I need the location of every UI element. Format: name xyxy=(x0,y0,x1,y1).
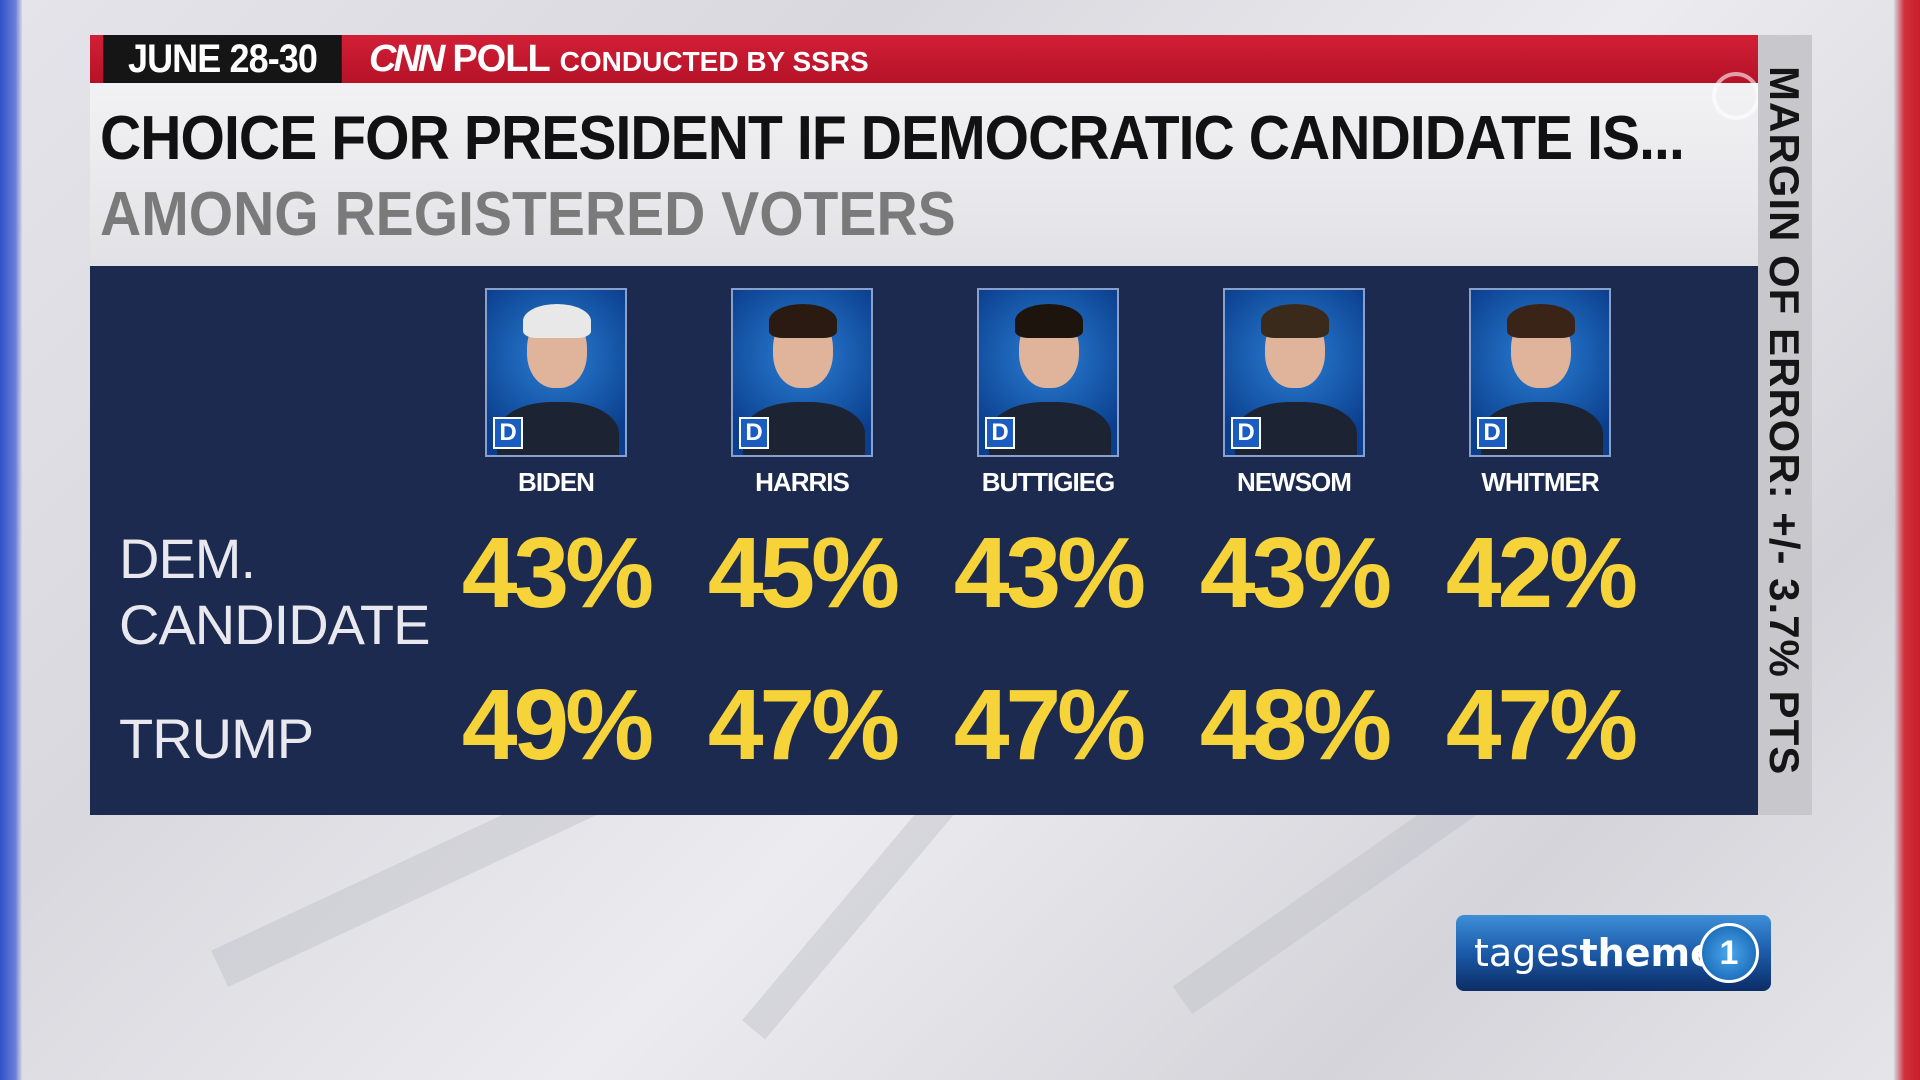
cnn-logo: CNN xyxy=(369,37,445,80)
ard-one-icon: 1 xyxy=(1699,923,1759,983)
margin-strip xyxy=(1758,35,1812,815)
trump-percentage: 49% xyxy=(461,669,654,781)
trump-percentage: 48% xyxy=(1199,669,1392,781)
candidate-name: WHITMER xyxy=(1481,467,1599,497)
poll-label: POLL xyxy=(452,37,550,80)
dem-percentage: 43% xyxy=(461,517,654,629)
candidate-photo: D xyxy=(485,288,627,457)
trump-percentage: 47% xyxy=(953,669,1146,781)
candidate-photo: D xyxy=(1469,288,1611,457)
conducted-by: CONDUCTED BY SSRS xyxy=(559,46,869,77)
candidate-name: BUTTIGIEG xyxy=(981,467,1116,497)
right-border xyxy=(1894,0,1920,1080)
trump-percentage: 47% xyxy=(1445,669,1638,781)
candidate-photo: D xyxy=(1223,288,1365,457)
hair-shape xyxy=(1507,304,1575,338)
trump-percentage: 47% xyxy=(707,669,900,781)
row-label-dem: DEM. CANDIDATE xyxy=(119,527,430,656)
candidate-name: BIDEN xyxy=(518,467,595,497)
hair-shape xyxy=(1015,304,1083,338)
party-badge: D xyxy=(739,417,769,449)
candidate-name: HARRIS xyxy=(755,467,850,497)
margin-of-error: MARGIN OF ERROR: +/- 3.7% PTS xyxy=(1761,66,1808,776)
hair-shape xyxy=(523,304,591,338)
candidate-column: D BUTTIGIEG xyxy=(968,288,1128,498)
dem-percentage: 42% xyxy=(1445,517,1638,629)
title-area: CHOICE FOR PRESIDENT IF DEMOCRATIC CANDI… xyxy=(90,83,1758,266)
channel-watermark-icon xyxy=(1712,72,1760,120)
party-badge: D xyxy=(1231,417,1261,449)
candidate-photo: D xyxy=(731,288,873,457)
page-title: CHOICE FOR PRESIDENT IF DEMOCRATIC CANDI… xyxy=(100,104,1685,173)
row-label-trump: TRUMP xyxy=(119,707,314,770)
party-badge: D xyxy=(1477,417,1507,449)
poll-date: JUNE 28-30 xyxy=(103,35,342,83)
tagesthemen-logo: tagesthemen 1 xyxy=(1456,915,1771,991)
candidate-column: D BIDEN xyxy=(476,288,636,498)
candidate-column: D NEWSOM xyxy=(1214,288,1374,498)
page-subtitle: AMONG REGISTERED VOTERS xyxy=(100,180,956,249)
party-badge: D xyxy=(985,417,1015,449)
background-shard xyxy=(742,790,958,1040)
candidate-column: D HARRIS xyxy=(722,288,882,498)
results-panel: DEM. CANDIDATE TRUMP D BIDEN 43% 49% D HAR… xyxy=(90,266,1758,815)
dem-percentage: 43% xyxy=(953,517,1146,629)
candidate-name: NEWSOM xyxy=(1237,467,1352,497)
hair-shape xyxy=(769,304,837,338)
party-badge: D xyxy=(493,417,523,449)
poll-header-bar: JUNE 28-30 CNN POLL CONDUCTED BY SSRS xyxy=(90,35,1758,83)
dem-percentage: 45% xyxy=(707,517,900,629)
logo-text-light: tages xyxy=(1474,931,1580,975)
dem-percentage: 43% xyxy=(1199,517,1392,629)
hair-shape xyxy=(1261,304,1329,338)
left-border xyxy=(0,0,22,1080)
candidate-photo: D xyxy=(977,288,1119,457)
candidate-column: D WHITMER xyxy=(1460,288,1620,498)
